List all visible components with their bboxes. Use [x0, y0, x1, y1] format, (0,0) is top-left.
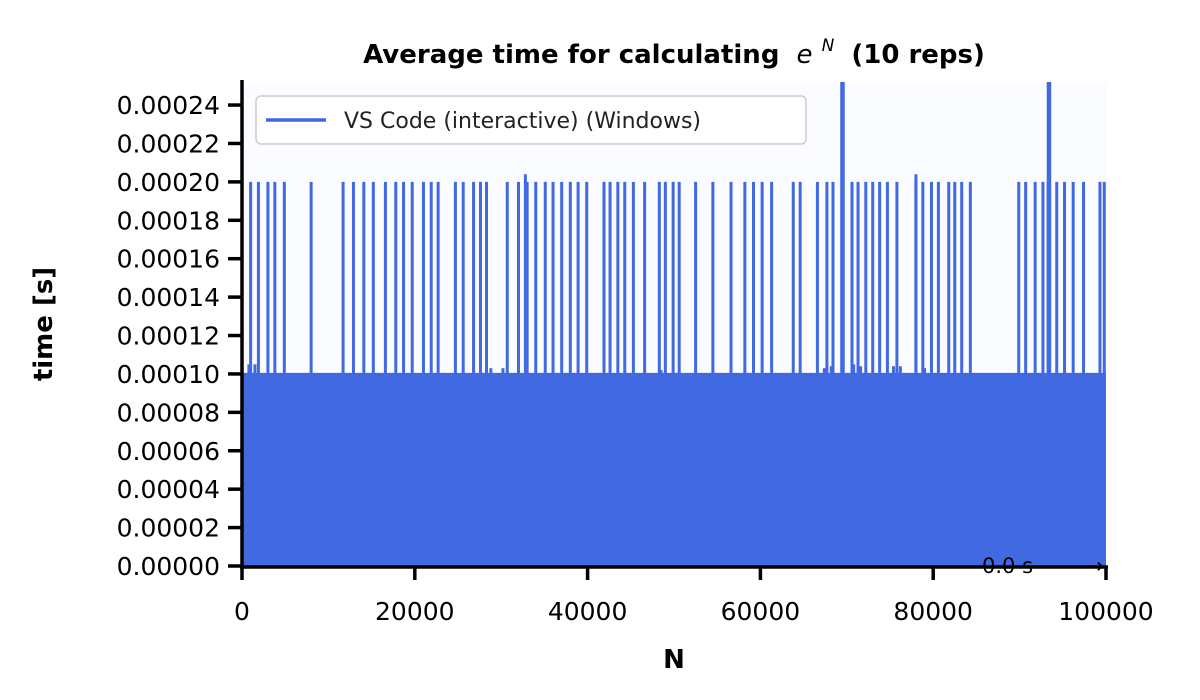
x-tick-label: 80000: [893, 597, 973, 626]
legend: VS Code (interactive) (Windows): [255, 95, 807, 145]
y-tick-label: 0.00016: [117, 245, 220, 274]
legend-label: VS Code (interactive) (Windows): [344, 109, 701, 134]
annotation-text: 0.0 s: [982, 554, 1033, 578]
legend-frame: [255, 95, 807, 145]
x-tick-label: 0: [234, 597, 250, 626]
y-tick-label: 0.00014: [117, 283, 220, 312]
chart-title: Average time for calculating e N (10 rep…: [363, 28, 985, 70]
x-ticks: 0 20000 40000 60000 80000 100000: [234, 566, 1154, 626]
x-tick-label: 100000: [1058, 597, 1153, 626]
x-tick-label: 40000: [548, 597, 628, 626]
y-tick-label: 0.00010: [117, 360, 220, 389]
annotation: 0.0 s →: [982, 554, 1104, 578]
x-tick-label: 60000: [721, 597, 801, 626]
chart-title-suffix: (10 reps): [851, 40, 985, 70]
chart-title-math-sup: N: [822, 36, 835, 56]
y-tick-label: 0.00004: [117, 475, 220, 504]
chart-title-main: Average time for calculating: [363, 40, 779, 70]
y-tick-label: 0.00012: [117, 322, 220, 351]
y-ticks: 0.00000 0.00002 0.00004 0.00006 0.00008 0.000…: [117, 91, 242, 581]
y-tick-label: 0.00020: [117, 168, 220, 197]
y-tick-label: 0.00018: [117, 206, 220, 235]
y-tick-label: 0.00008: [117, 398, 220, 427]
y-tick-label: 0.00024: [117, 91, 220, 120]
y-tick-label: 0.00002: [117, 514, 220, 543]
axes: [240, 80, 1108, 569]
annotation-arrow: →: [1086, 554, 1104, 578]
x-tick-label: 20000: [375, 597, 455, 626]
y-axis-label: time [s]: [29, 267, 59, 381]
y-tick-label: 0.00000: [117, 552, 220, 581]
chart-title-math-base: e: [797, 40, 813, 70]
series-layer: [242, 82, 1106, 566]
y-tick-label: 0.00022: [117, 129, 220, 158]
series-baseline-band: [242, 373, 1106, 566]
x-axis-label: N: [663, 645, 685, 675]
y-tick-label: 0.00006: [117, 437, 220, 466]
